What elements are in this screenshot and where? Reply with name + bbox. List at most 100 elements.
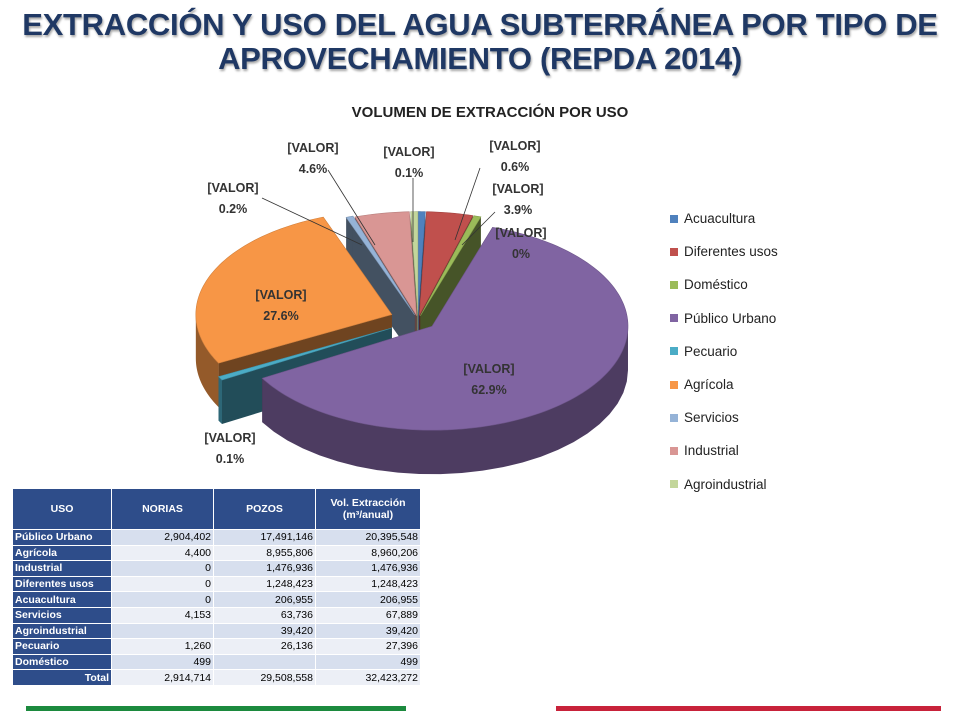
table-cell-value: 1,260 [111,638,214,655]
table-cell-value: 67,889 [315,606,421,624]
leader-line [327,169,376,246]
table-cell-uso: Servicios [12,606,112,624]
table-cell-value: 0 [111,560,214,577]
pie-slice [345,215,415,359]
legend-item: Diferentes usos [670,235,778,268]
legend-swatch [670,446,678,455]
table-cell-value: 4,400 [111,544,214,562]
legend-label: Industrial [684,443,739,459]
table-total-row: Total 2,914,714 29,508,558 32,423,272 [12,669,421,686]
table-cell-uso: Acuacultura [12,591,112,608]
chart-title: VOLUMEN DE EXTRACCIÓN POR USO [352,103,629,121]
table-cell-uso: Diferentes usos [12,575,112,593]
table-cell-value: 206,955 [315,591,421,608]
legend-swatch [670,214,678,223]
leader-line [461,211,496,246]
legend-swatch [670,314,678,323]
data-label-percent: 4.6% [299,162,328,176]
table-cell-uso: Industrial [12,560,112,577]
legend-item: Agrícola [670,368,778,401]
table-cell-value: 0 [111,591,214,608]
table-cell-uso: Doméstico [12,653,112,671]
pie-slice [261,226,629,475]
legend-item: Industrial [670,434,778,467]
legend-item: Agroindustrial [670,468,778,501]
data-label-percent: 0% [512,247,530,261]
legend-item: Acuacultura [670,202,778,235]
table-row: Público Urbano 2,904,402 17,491,146 20,395,… [12,529,421,546]
data-label-value: [VALOR] [383,145,434,159]
table-row: Agrícola 4,400 8,955,806 8,960,206 [12,544,421,562]
table-cell-value: 1,248,423 [213,575,316,593]
legend-swatch [670,280,678,289]
legend-label: Pecuario [684,343,738,359]
data-label-percent: 27.6% [263,309,298,323]
table-cell-value [111,622,214,640]
page-title: EXTRACCIÓN Y USO DEL AGUA SUBTERRÁNEA PO… [0,8,960,76]
table-cell-value: 2,914,714 [111,669,214,686]
table-cell-uso: Total [12,669,112,686]
table-cell-value: 39,420 [213,622,316,640]
table-cell-value: 63,736 [213,606,316,624]
col-header-uso: USO [12,488,112,530]
table-cell-value: 17,491,146 [213,529,316,546]
legend-label: Público Urbano [684,310,777,326]
data-label-value: [VALOR] [489,139,540,153]
page-title-line1: EXTRACCIÓN Y USO DEL AGUA SUBTERRÁNEA PO… [22,7,938,42]
legend-swatch [670,247,678,256]
chart-legend: Acuacultura Diferentes usos Doméstico Públi… [670,202,778,501]
footer-bar-green [26,706,406,711]
data-label-value: [VALOR] [287,141,338,155]
table-cell-value: 206,955 [213,591,316,608]
table-cell-value: 4,153 [111,606,214,624]
data-label-percent: 0.1% [216,452,245,466]
col-header-pozos: POZOS [213,488,316,530]
table-row: Agroindustrial 39,420 39,420 [12,622,421,640]
legend-label: Doméstico [684,277,748,293]
table-cell-uso: Agroindustrial [12,622,112,640]
table-row: Industrial 0 1,476,936 1,476,936 [12,560,421,577]
table-cell-value: 39,420 [315,622,421,640]
table-row: Acuacultura 0 206,955 206,955 [12,591,421,608]
table-row: Diferentes usos 0 1,248,423 1,248,423 [12,575,421,593]
legend-swatch [670,347,678,356]
legend-label: Acuacultura [684,211,756,227]
pie-chart: VOLUMEN DE EXTRACCIÓN POR USO [VALOR] 0.6… [195,103,629,475]
data-label-percent: 0.2% [219,202,248,216]
data-label-percent: 62.9% [471,383,506,397]
data-label-value: [VALOR] [204,431,255,445]
col-header-norias: NORIAS [111,488,214,530]
leader-line [454,167,481,241]
legend-label: Servicios [684,410,739,426]
table-cell-uso: Público Urbano [12,529,112,546]
table-cell-value: 27,396 [315,638,421,655]
data-table: USO NORIAS POZOS Vol. Extracción (m³/anu… [12,488,421,686]
legend-label: Agrícola [684,377,734,393]
legend-item: Público Urbano [670,302,778,335]
data-label-value: [VALOR] [463,362,514,376]
data-label-percent: 0.6% [501,160,530,174]
table-cell-value: 0 [111,575,214,593]
table-cell-uso: Pecuario [12,638,112,655]
legend-swatch [670,480,678,489]
data-label-value: [VALOR] [492,182,543,196]
page-title-line2: APROVECHAMIENTO (REPDA 2014) [218,41,742,76]
table-cell-value: 26,136 [213,638,316,655]
table-cell-value: 499 [315,653,421,671]
table-cell-value: 8,955,806 [213,544,316,562]
legend-label: Agroindustrial [684,476,767,492]
data-label-percent: 3.9% [504,203,533,217]
legend-swatch [670,380,678,389]
table-row: Doméstico 499 499 [12,653,421,671]
data-label-value: [VALOR] [207,181,258,195]
legend-item: Doméstico [670,268,778,301]
table-row: Pecuario 1,260 26,136 27,396 [12,638,421,655]
col-header-volumen: Vol. Extracción (m³/anual) [315,488,421,530]
table-cell-value: 2,904,402 [111,529,214,546]
table-header-row: USO NORIAS POZOS Vol. Extracción (m³/anu… [12,488,421,530]
table-cell-value: 1,476,936 [315,560,421,577]
legend-item: Pecuario [670,335,778,368]
table-cell-value: 1,476,936 [213,560,316,577]
legend-swatch [670,413,678,422]
table-cell-uso: Agrícola [12,544,112,562]
